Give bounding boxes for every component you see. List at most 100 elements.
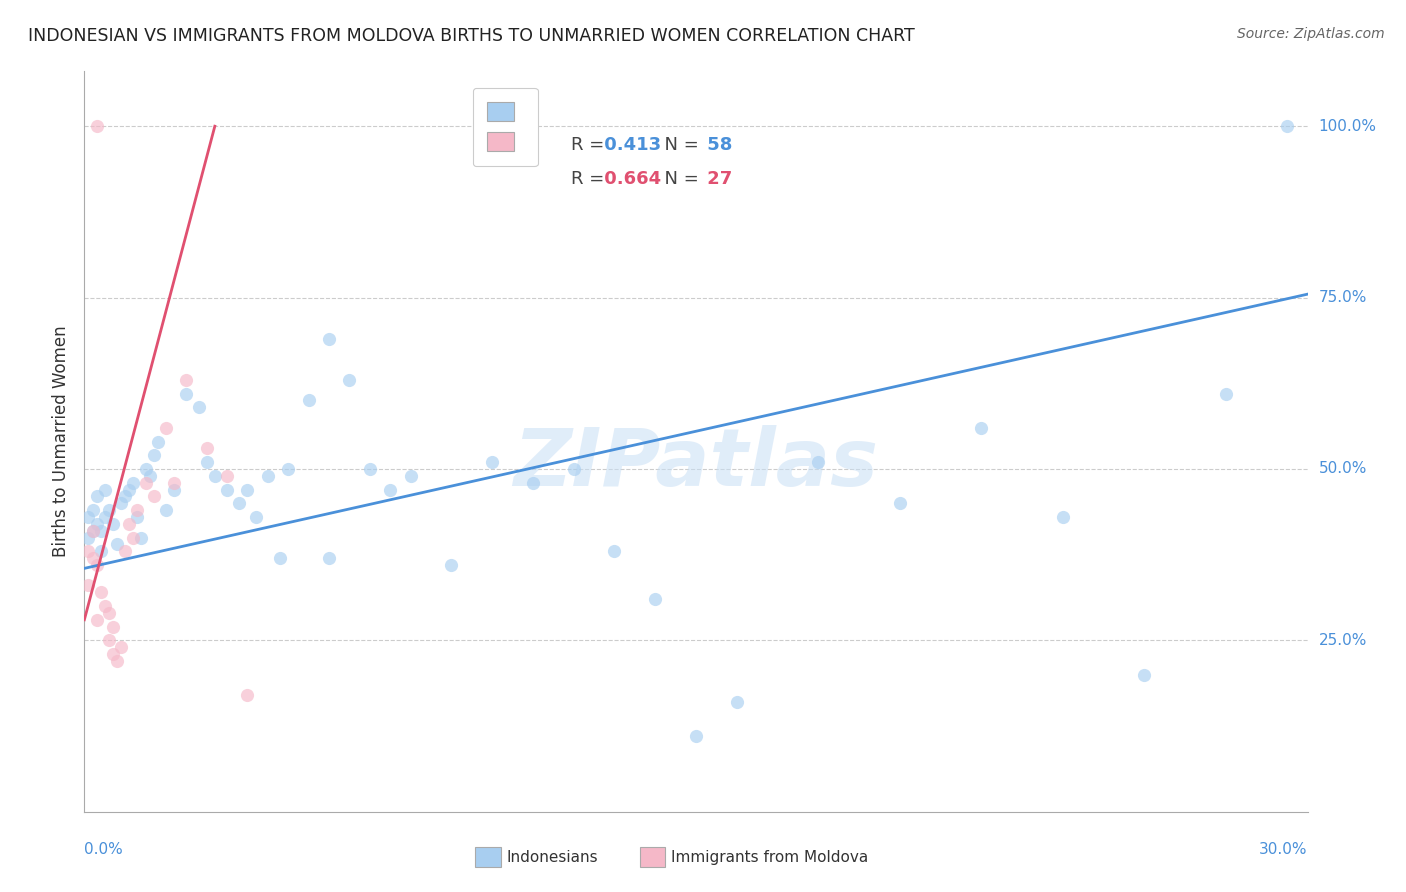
Point [77, 510, 100, 524]
Point [562, 462, 585, 476]
Text: Source: ZipAtlas.com: Source: ZipAtlas.com [1237, 27, 1385, 41]
Point [228, 496, 250, 510]
Point [318, 332, 340, 346]
Point [93, 483, 115, 497]
Text: INDONESIAN VS IMMIGRANTS FROM MOLDOVA BIRTHS TO UNMARRIED WOMEN CORRELATION CHAR: INDONESIAN VS IMMIGRANTS FROM MOLDOVA BI… [28, 27, 915, 45]
Point [82, 551, 104, 566]
Point [93, 510, 115, 524]
Point [77, 578, 100, 592]
Point [217, 483, 239, 497]
Text: 27: 27 [700, 170, 731, 188]
Point [135, 462, 157, 476]
Point [77, 531, 100, 545]
Point [298, 393, 321, 408]
Point [236, 688, 259, 702]
Text: Indonesians: Indonesians [506, 850, 598, 864]
Point [195, 455, 218, 469]
Point [245, 510, 267, 524]
Point [135, 475, 157, 490]
Point [101, 619, 124, 633]
Point [97, 503, 120, 517]
Point [807, 455, 830, 469]
Point [318, 551, 340, 566]
Point [110, 496, 132, 510]
Point [339, 373, 361, 387]
Point [155, 503, 177, 517]
Point [187, 401, 209, 415]
Point [603, 544, 626, 558]
Point [725, 695, 748, 709]
Point [142, 489, 165, 503]
Point [889, 496, 911, 510]
Point [174, 373, 197, 387]
Text: 58: 58 [700, 136, 733, 154]
Point [195, 442, 218, 456]
Point [269, 551, 291, 566]
Point [138, 468, 160, 483]
Text: 25.0%: 25.0% [1319, 632, 1367, 648]
Point [970, 421, 993, 435]
Point [142, 448, 165, 462]
Point [90, 524, 112, 538]
Text: 75.0%: 75.0% [1319, 290, 1367, 305]
Point [257, 468, 280, 483]
Point [399, 468, 422, 483]
Point [122, 475, 145, 490]
Point [97, 606, 120, 620]
Point [236, 483, 259, 497]
Text: 30.0%: 30.0% [1260, 842, 1308, 857]
Point [90, 544, 112, 558]
Text: Immigrants from Moldova: Immigrants from Moldova [671, 850, 868, 864]
Text: R =: R = [571, 170, 610, 188]
Point [114, 544, 136, 558]
Point [204, 468, 226, 483]
Point [163, 483, 186, 497]
Point [105, 537, 128, 551]
Text: 50.0%: 50.0% [1319, 461, 1367, 476]
Point [131, 531, 153, 545]
Text: R =: R = [571, 136, 610, 154]
Point [86, 516, 108, 531]
Point [86, 119, 108, 133]
Point [86, 558, 108, 572]
Point [155, 421, 177, 435]
Point [101, 516, 124, 531]
Point [1052, 510, 1074, 524]
Point [114, 489, 136, 503]
Y-axis label: Births to Unmarried Women: Births to Unmarried Women [52, 326, 70, 558]
Point [127, 510, 149, 524]
Point [522, 475, 544, 490]
Text: 0.664: 0.664 [598, 170, 661, 188]
Point [481, 455, 503, 469]
Point [86, 613, 108, 627]
Point [105, 654, 128, 668]
Text: ZIPatlas: ZIPatlas [513, 425, 879, 503]
Point [86, 489, 108, 503]
Point [118, 516, 141, 531]
Point [82, 524, 104, 538]
Point [127, 503, 149, 517]
Point [97, 633, 120, 648]
Text: 0.413: 0.413 [598, 136, 661, 154]
Point [93, 599, 115, 613]
Point [359, 462, 381, 476]
Legend: , : , [472, 87, 537, 166]
Point [77, 544, 100, 558]
Point [118, 483, 141, 497]
Point [1215, 386, 1237, 401]
Point [1277, 119, 1299, 133]
Point [101, 647, 124, 661]
Text: 100.0%: 100.0% [1319, 119, 1376, 134]
Point [685, 729, 707, 743]
Point [82, 524, 104, 538]
Point [644, 592, 666, 607]
Point [380, 483, 402, 497]
Point [122, 531, 145, 545]
Text: 0.0%: 0.0% [84, 842, 124, 857]
Point [277, 462, 299, 476]
Point [217, 468, 239, 483]
Point [1133, 667, 1156, 681]
Point [174, 386, 197, 401]
Point [82, 503, 104, 517]
Point [146, 434, 169, 449]
